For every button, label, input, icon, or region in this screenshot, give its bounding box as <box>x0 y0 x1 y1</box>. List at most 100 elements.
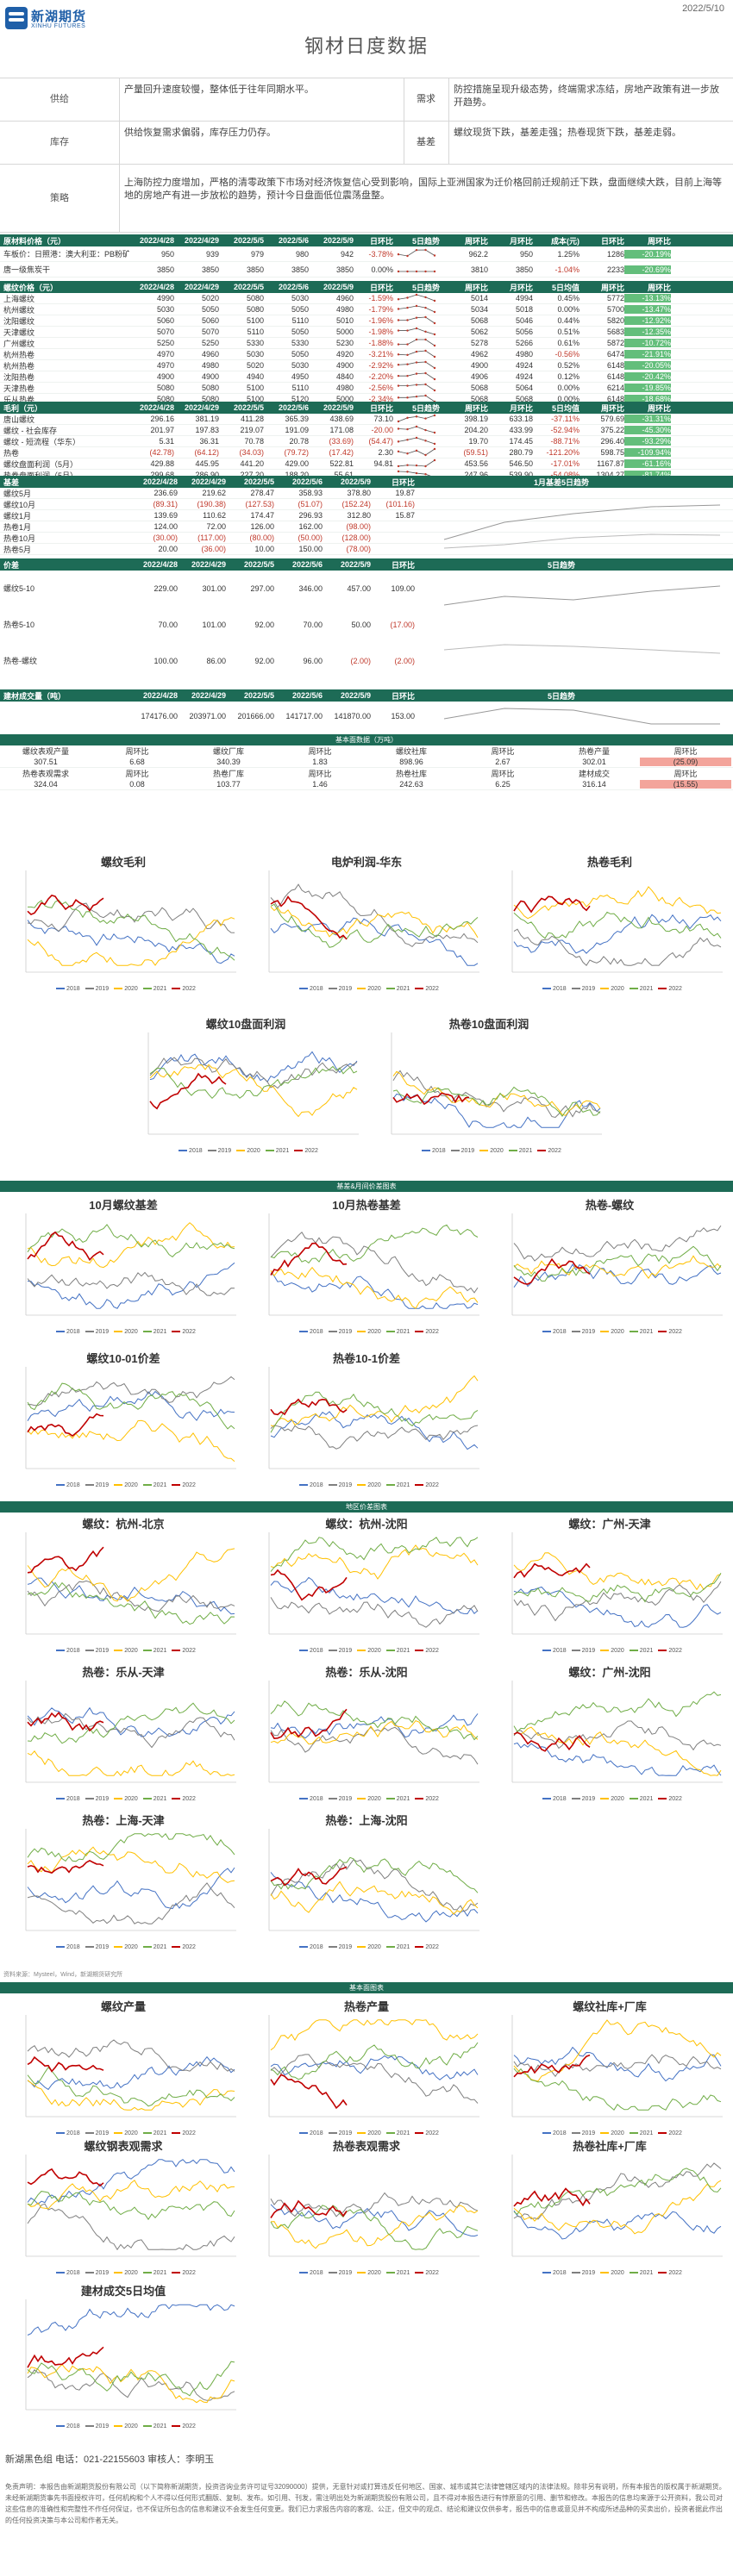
legend-swatch <box>508 1150 517 1152</box>
table-cell: 5330 <box>291 339 309 347</box>
table-cell: 3850 <box>201 265 219 274</box>
legend-label: 2018 <box>310 2130 323 2136</box>
report-footer: 新湖黑色组 电话：021-22155603 审核人：李明玉 免责声明：本报告由新… <box>0 2452 733 2526</box>
column-header: 月环比 <box>509 403 533 413</box>
table-cell: -1.79% <box>368 305 393 314</box>
column-header: 5日趋势 <box>411 403 440 413</box>
table-cell: 1.25% <box>557 249 580 259</box>
table-cell: 297.00 <box>250 583 274 593</box>
legend-swatch <box>299 1484 309 1487</box>
spread-trend-chart <box>443 585 721 654</box>
basis-section-band: 基差&月间价差图表 <box>0 1181 733 1192</box>
table-cell: 4970 <box>156 361 174 370</box>
table-cell: 358.93 <box>298 489 323 497</box>
series-line-2020 <box>27 2363 235 2404</box>
table-cell: 201666.00 <box>237 711 274 720</box>
cost-table: 原材料价格（元） 2022/4/28 2022/4/29 2022/5/5 2022/5… <box>0 234 733 278</box>
legend-label: 2021 <box>396 1944 410 1950</box>
legend-swatch <box>600 2272 610 2274</box>
table-cell: 5080 <box>201 384 219 392</box>
table-cell: 5278 <box>470 339 488 347</box>
source-note: 资料来源：Mysteel，Wind，新湖期货研究所 <box>3 1972 123 1978</box>
legend-swatch <box>357 2132 366 2135</box>
table-cell: 141870.00 <box>334 711 371 720</box>
chart-legend: 2018 2019 2020 2021 2022 <box>250 1482 483 1488</box>
table-cell: (30.00) <box>153 533 178 542</box>
legend-label: 2019 <box>338 1329 353 1335</box>
sparkline-point <box>424 371 427 374</box>
series-line-2019 <box>513 1720 722 1751</box>
sparkline-point <box>433 431 436 433</box>
series-line-2020 <box>27 917 235 966</box>
series-line-2020 <box>270 1375 479 1427</box>
legend-swatch <box>85 2132 94 2135</box>
chart-legend: 2018 2019 2020 2021 2022 <box>250 1944 483 1950</box>
sparkline-point <box>406 362 409 365</box>
table-cell: 346.00 <box>298 583 323 593</box>
column-header: 基差 <box>3 477 20 487</box>
spread-trend-line-2 <box>443 644 721 654</box>
legend-swatch <box>415 1946 424 1949</box>
table-cell: (25.09) <box>640 758 731 766</box>
legend-swatch <box>142 2272 152 2274</box>
chart-plot <box>268 1367 479 1469</box>
legend-label: 2021 <box>153 1796 167 1802</box>
table-cell: 5014 <box>470 294 488 303</box>
series-line-2022 <box>27 1712 104 1732</box>
sparkline-point <box>433 414 436 416</box>
column-header: 周环比 <box>491 747 515 756</box>
trend-sparkline <box>397 315 436 324</box>
sparkline-point <box>397 352 400 356</box>
column-header: 5日趋势 <box>411 283 440 292</box>
legend-swatch <box>415 2132 424 2135</box>
legend-swatch <box>56 2132 66 2135</box>
chart-title: 螺纹10-01价差 <box>86 1352 160 1365</box>
table-cell: 101.00 <box>202 620 226 629</box>
table-cell: 942 <box>340 249 354 259</box>
sparkline-point <box>415 304 418 307</box>
chart-plot <box>25 1213 236 1316</box>
legend-label: 2018 <box>310 1648 323 1654</box>
table-cell: 6148 <box>606 361 624 370</box>
column-header: 2022/4/28 <box>139 283 174 291</box>
legend-swatch <box>236 1150 246 1152</box>
table-cell: -2.92% <box>368 361 393 370</box>
series-line-2019 <box>27 1712 235 1749</box>
column-header: 原材料价格（元） <box>3 236 66 246</box>
table-cell: (64.12) <box>194 448 219 457</box>
chart-title: 10月热卷基差 <box>332 1199 401 1212</box>
column-header: 螺纹表观产量 <box>22 747 69 756</box>
legend-label: 2018 <box>310 2270 323 2276</box>
legend-label: 2020 <box>611 1648 624 1654</box>
legend-label: 2020 <box>124 1944 138 1950</box>
chart-reg4: 热卷：乐从-天津 2018 2019 2020 2021 2022 <box>7 1663 240 1810</box>
series-line-2019 <box>392 1070 601 1119</box>
legend-swatch <box>142 1484 152 1487</box>
legend-swatch <box>415 1331 424 1333</box>
legend-label: 2019 <box>95 2423 110 2429</box>
legend-swatch <box>385 2132 395 2135</box>
series-line-2019 <box>27 2369 235 2401</box>
sparkline-point <box>397 253 400 256</box>
table-cell: 433.99 <box>509 426 533 434</box>
series-line-2021 <box>513 1691 722 1733</box>
column-header: 2022/5/5 <box>233 283 264 291</box>
chart-profit5: 热卷10盘面利润 2018 2019 2020 2021 2022 <box>373 1015 605 1162</box>
chart-title: 建材成交5日均值 <box>80 2285 166 2298</box>
sparkline-point <box>424 465 427 467</box>
table-cell: (42.78) <box>149 448 174 457</box>
table-row: 天津热卷 5080 5080 5100 5110 4980 -2.56% 5068 5064 0.… <box>0 383 733 394</box>
table-cell: -61.16% <box>624 459 671 468</box>
series-line-2022 <box>513 1562 591 1579</box>
legend-swatch <box>629 1798 638 1800</box>
series-line-2019 <box>27 2203 235 2251</box>
trend-sparkline <box>397 414 436 422</box>
chart-plot <box>25 1681 236 1783</box>
chart-plot <box>511 870 723 973</box>
table-cell: 141717.00 <box>285 711 323 720</box>
legend-label: 2018 <box>553 2130 567 2136</box>
legend-label: 2019 <box>95 1482 110 1488</box>
table-cell: 247.96 <box>464 471 488 479</box>
chart-legend: 2018 2019 2020 2021 2022 <box>250 2270 483 2276</box>
chart-legend: 2018 2019 2020 2021 2022 <box>493 1329 726 1335</box>
